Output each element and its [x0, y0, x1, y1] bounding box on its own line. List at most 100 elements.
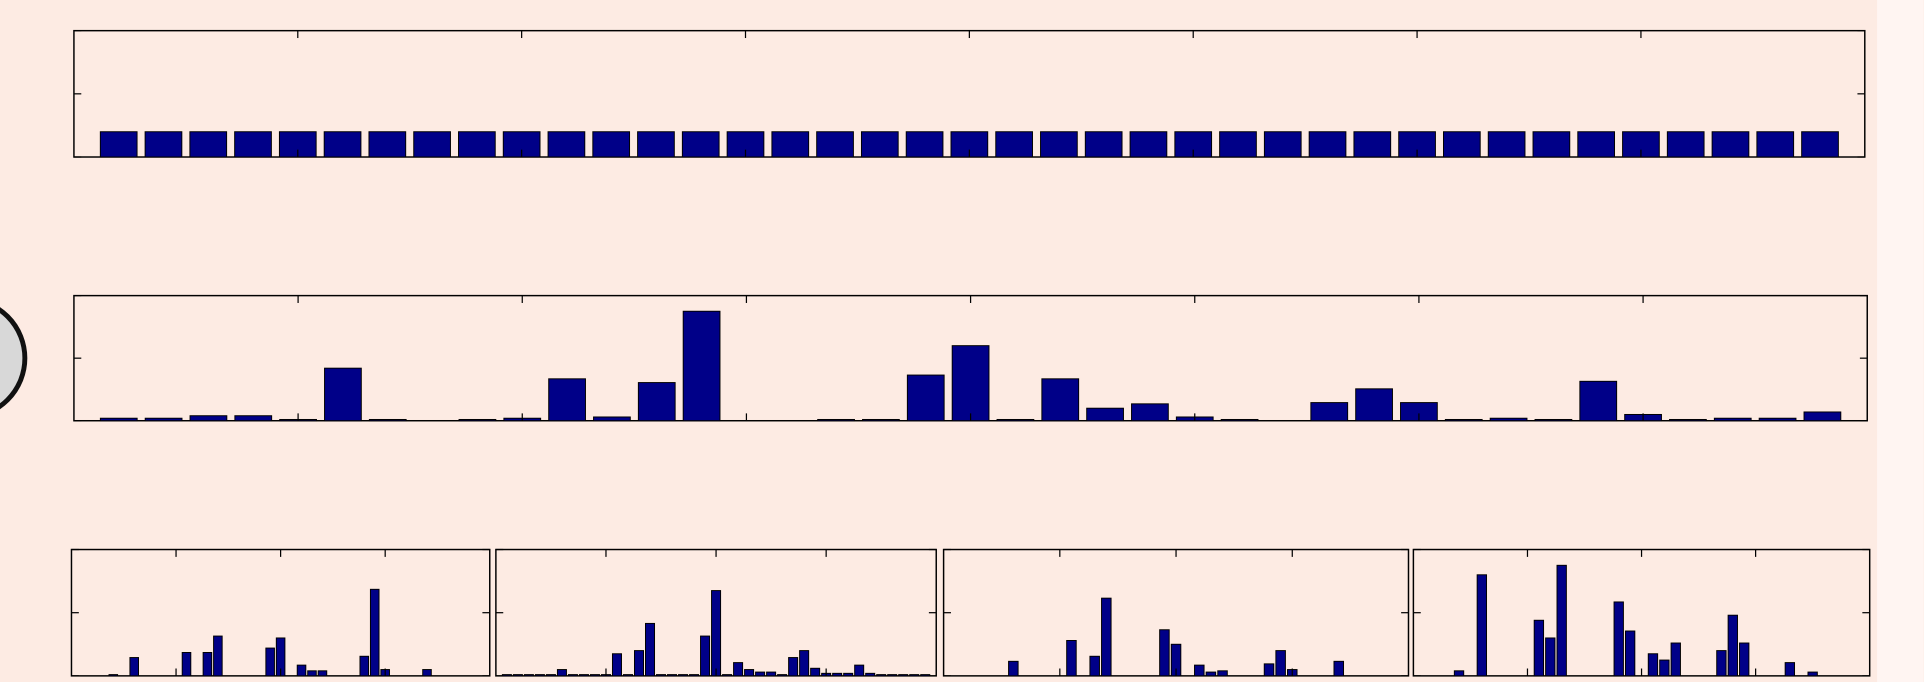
bar: [1102, 598, 1112, 676]
bar: [1206, 672, 1216, 676]
bar: [369, 419, 406, 420]
bar: [645, 623, 654, 675]
bar: [297, 665, 306, 676]
bar: [1808, 672, 1817, 676]
bar: [1535, 419, 1572, 420]
bar: [1264, 132, 1301, 157]
bar: [844, 673, 853, 676]
bar: [1218, 671, 1228, 676]
bar: [907, 375, 944, 421]
bar: [833, 673, 842, 676]
bar: [145, 132, 182, 157]
bar: [1195, 665, 1205, 676]
bar: [1625, 631, 1634, 676]
bar: [1085, 132, 1122, 157]
background: [0, 0, 1923, 682]
bar: [594, 417, 631, 421]
bar: [1130, 132, 1167, 157]
bar: [634, 651, 643, 676]
bar: [513, 675, 522, 676]
bar: [1311, 403, 1348, 421]
bar: [638, 383, 675, 421]
bar: [1667, 132, 1704, 157]
bar: [1804, 412, 1841, 421]
bar: [1160, 630, 1170, 676]
bar: [1087, 408, 1124, 421]
bar: [1477, 575, 1486, 676]
bar: [100, 132, 137, 157]
bar: [1578, 132, 1615, 157]
bar: [772, 132, 809, 157]
bar: [459, 419, 496, 420]
bar: [1717, 651, 1726, 676]
bar: [1067, 640, 1077, 675]
bar: [638, 132, 675, 157]
page: (() => { const data = JSON.parse(documen…: [0, 0, 1924, 682]
bar: [1759, 418, 1796, 421]
bar: [1712, 132, 1749, 157]
bar: [1614, 602, 1623, 676]
bar: [100, 418, 137, 421]
bar: [855, 665, 864, 676]
bar: [1488, 132, 1525, 157]
bar: [1042, 379, 1079, 421]
window-edge: [1877, 0, 1924, 682]
bar: [1557, 565, 1566, 676]
bar: [1132, 404, 1169, 421]
bar: [1443, 132, 1480, 157]
bar: [593, 132, 630, 157]
bar: [579, 675, 588, 676]
bar: [778, 675, 787, 676]
bar: [109, 675, 118, 676]
bar: [811, 668, 820, 676]
bar: [1740, 643, 1749, 676]
bar: [214, 636, 223, 676]
screenshot: [0, 0, 1924, 682]
bar: [1356, 389, 1393, 421]
bar: [1671, 643, 1680, 676]
bar: [612, 654, 621, 676]
bar: [683, 311, 720, 420]
bar: [203, 652, 212, 675]
bar: [861, 132, 898, 157]
bar: [657, 675, 666, 676]
bar: [877, 675, 886, 676]
bar: [190, 416, 227, 421]
bar: [1276, 651, 1286, 676]
bar: [324, 132, 361, 157]
bar: [996, 132, 1033, 157]
bar: [1802, 132, 1839, 157]
bar: [182, 652, 191, 675]
bar: [568, 675, 577, 676]
bar: [548, 132, 585, 157]
bar: [1670, 419, 1707, 420]
bar: [1041, 132, 1078, 157]
bar: [712, 591, 721, 676]
bar: [502, 675, 511, 676]
bar: [1220, 132, 1257, 157]
bar: [546, 675, 555, 676]
bar: [1757, 132, 1794, 157]
bar: [1490, 418, 1527, 421]
bar: [1660, 660, 1669, 676]
bar: [899, 675, 908, 676]
bar: [145, 418, 182, 421]
bar: [1534, 620, 1543, 676]
bar: [756, 672, 765, 676]
bar: [590, 675, 599, 676]
bar: [623, 675, 632, 676]
bar: [952, 346, 989, 421]
bar: [235, 416, 272, 421]
bar: [767, 672, 776, 676]
bar: [235, 132, 272, 157]
bar: [906, 132, 943, 157]
bar: [1728, 615, 1737, 676]
bar: [1454, 671, 1463, 676]
bar: [1334, 661, 1344, 676]
bar: [1533, 132, 1570, 157]
bar: [866, 673, 875, 676]
bar: [682, 132, 719, 157]
bar: [459, 132, 496, 157]
bar: [800, 651, 809, 676]
bar: [789, 658, 798, 676]
